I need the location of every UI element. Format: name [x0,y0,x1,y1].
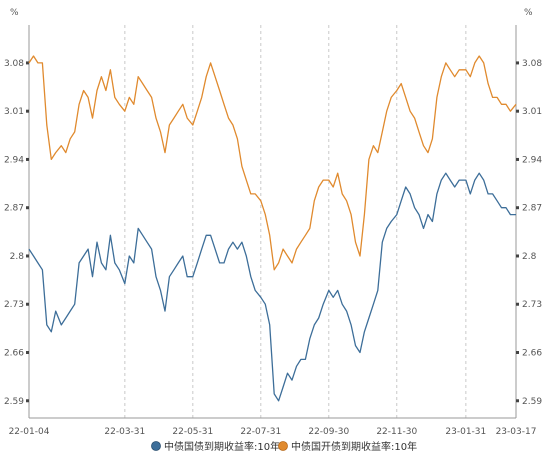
legend-marker-series-1 [151,441,161,451]
y-tick-label-right: 3.08 [522,59,542,69]
legend-item-series-1[interactable]: 中债国债到期收益率:10年 [151,440,281,453]
legend-marker-series-2 [278,441,288,451]
y-tick-label-left: 2.94 [4,155,24,165]
legend: 中债国债到期收益率:10年 中债国开债到期收益率:10年 [151,440,418,453]
y-tick-mark-left [26,206,29,210]
x-tick-label: 22-05-31 [172,427,213,437]
y-tick-label-right: 2.8 [522,252,537,262]
y-tick-mark-right [516,157,519,161]
series-line-2 [28,55,517,271]
y-tick-label-right: 2.94 [522,155,542,165]
y-tick-label-left: 2.59 [4,397,24,407]
y-tick-mark-right [516,254,519,258]
x-tick-label: 23-01-31 [445,427,486,437]
legend-item-series-2[interactable]: 中债国开债到期收益率:10年 [278,440,418,453]
y-tick-label-right: 2.66 [522,349,542,359]
x-tick-label: 23-03-17 [496,427,537,437]
y-tick-label-right: 2.59 [522,397,542,407]
y-tick-label-left: 2.66 [4,349,24,359]
y-tick-mark-left [26,157,29,161]
x-tick-label: 22-11-30 [376,427,417,437]
y-tick-mark-right [516,61,519,65]
tick-labels: 22-01-04 22-03-31 22-05-31 22-07-31 22-09-30… [4,59,542,437]
right-unit-label: % [524,8,533,18]
y-tick-mark-left [26,351,29,354]
series-lines [28,55,517,402]
y-tick-mark-left [26,302,29,306]
y-tick-mark-right [516,206,519,210]
y-tick-label-left: 2.73 [4,300,24,310]
y-tick-mark-left [26,61,29,65]
left-unit-label: % [10,8,19,18]
y-tick-mark-left [26,109,29,113]
y-tick-label-left: 3.01 [4,107,24,117]
y-tick-mark-right [516,109,519,113]
y-tick-mark-right [516,351,519,354]
legend-label-series-1: 中债国债到期收益率:10年 [164,440,280,453]
x-tick-label: 22-03-31 [104,427,145,437]
legend-label-series-2: 中债国开债到期收益率:10年 [291,440,417,453]
grid-lines [124,25,467,418]
y-tick-label-right: 3.01 [522,107,542,117]
y-tick-label-left: 3.08 [4,59,24,69]
y-tick-label-right: 2.87 [522,204,542,214]
y-tick-mark-left [26,399,29,403]
x-tick-label: 22-07-31 [240,427,281,437]
x-tick-label: 22-09-30 [308,427,349,437]
y-tick-mark-left [26,254,29,258]
y-tick-mark-right [516,302,519,306]
y-tick-label-left: 2.8 [10,252,25,262]
y-tick-label-right: 2.73 [522,300,542,310]
y-tick-label-left: 2.87 [4,204,24,214]
x-tick-label: 22-01-04 [9,427,50,437]
y-tick-mark-right [516,399,519,403]
series-line-1 [28,172,516,402]
